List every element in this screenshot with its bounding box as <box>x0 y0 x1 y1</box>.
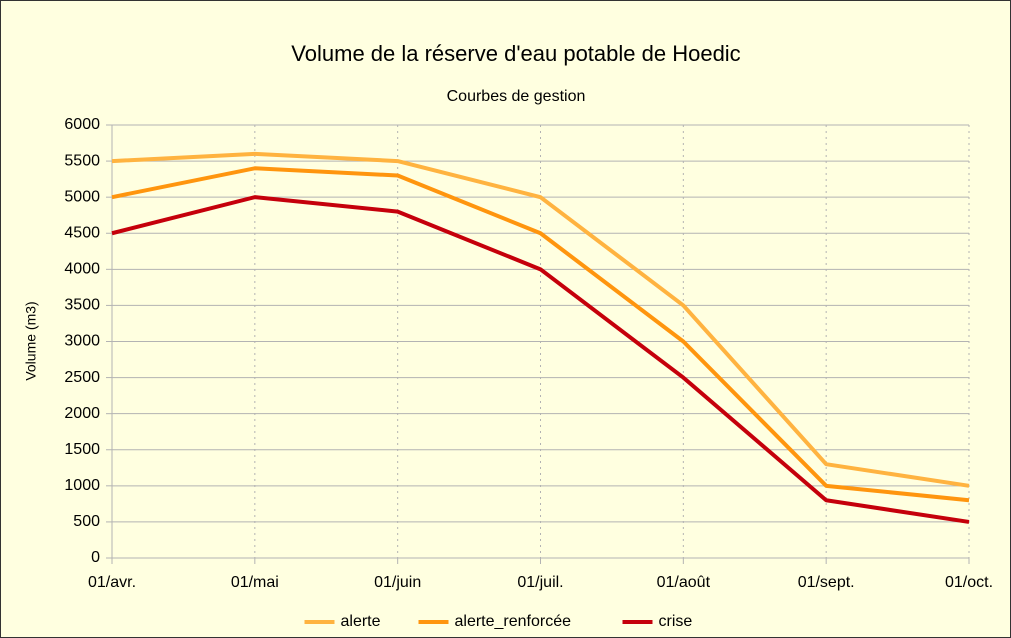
y-tick-label: 3000 <box>64 333 100 350</box>
legend-label: alerte_renforcée <box>455 613 572 630</box>
x-tick-label: 01/août <box>657 574 711 591</box>
y-tick-label: 2000 <box>64 405 100 422</box>
x-tick-label: 01/avr. <box>88 574 136 591</box>
y-tick-label: 0 <box>91 549 100 566</box>
legend-label: crise <box>659 613 693 630</box>
x-tick-label: 01/mai <box>231 574 279 591</box>
y-tick-label: 500 <box>73 513 100 530</box>
y-tick-label: 3500 <box>64 297 100 314</box>
chart-subtitle: Courbes de gestion <box>447 88 586 105</box>
y-tick-label: 1000 <box>64 477 100 494</box>
y-tick-label: 5000 <box>64 188 100 205</box>
chart-title: Volume de la réserve d'eau potable de Ho… <box>291 41 740 66</box>
y-tick-label: 5500 <box>64 152 100 169</box>
x-tick-label: 01/juin <box>374 574 421 591</box>
y-axis-label: Volume (m3) <box>23 301 39 380</box>
legend-label: alerte <box>341 613 381 630</box>
line-series <box>111 195 970 524</box>
y-tick-label: 4000 <box>64 261 100 278</box>
x-tick-label: 01/juil. <box>517 574 563 591</box>
y-tick-label: 1500 <box>64 441 100 458</box>
y-tick-label: 4500 <box>64 224 100 241</box>
x-tick-label: 01/sept. <box>798 574 855 591</box>
x-tick-label: 01/oct. <box>945 574 993 591</box>
y-tick-label: 2500 <box>64 369 100 386</box>
line-series <box>111 166 970 503</box>
line-series <box>111 151 970 488</box>
y-tick-label: 6000 <box>64 116 100 133</box>
